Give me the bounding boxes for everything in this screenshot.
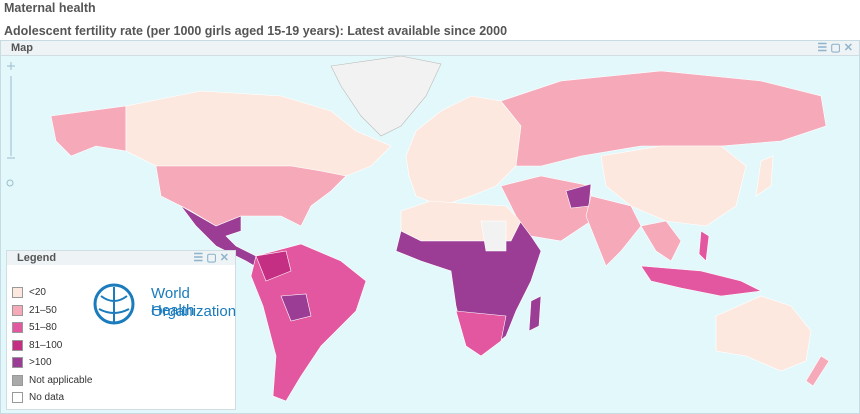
legend-label: Not applicable: [29, 374, 93, 386]
zoom-in[interactable]: [7, 62, 15, 70]
bolivia: [280, 293, 312, 322]
panel-bar: Map ☰ ▢ ✕: [1, 41, 859, 56]
legend-swatch: [12, 357, 23, 368]
legend-label: 51–80: [29, 322, 57, 333]
legend-swatch: [12, 322, 23, 333]
legend-item: <20: [12, 287, 46, 298]
russia: [500, 70, 827, 167]
legend-label: 21–50: [29, 304, 57, 316]
legend-swatch: [12, 392, 23, 403]
australia: [715, 295, 812, 372]
legend-item: 51–80: [12, 322, 57, 333]
south-america: [250, 243, 367, 402]
legend-swatch: [12, 304, 23, 316]
logo-line: World Health: [151, 285, 195, 319]
greenland: [330, 56, 442, 137]
madagascar: [528, 295, 542, 332]
legend-item: 81–100: [12, 339, 63, 351]
indonesia: [640, 265, 763, 297]
zoom-control[interactable]: [6, 62, 15, 187]
legend-label: >100: [29, 357, 52, 368]
legend-panel: Legend ☰ ▢ ✕ <20 21–50 51–80 81–100 >100 Not …: [6, 250, 236, 410]
map-panel: Map ☰ ▢ ✕: [0, 40, 860, 414]
legend-icons[interactable]: ☰ ▢ ✕: [193, 252, 229, 264]
search-icon[interactable]: [6, 179, 14, 187]
legend-item: 21–50: [12, 304, 57, 316]
philippines: [698, 230, 710, 262]
legend-swatch: [12, 374, 23, 386]
japan: [755, 155, 774, 197]
legend-label: <20: [29, 287, 46, 298]
legend-bar: Legend ☰ ▢ ✕: [7, 251, 235, 265]
alaska: [50, 105, 127, 157]
southeast-asia: [640, 220, 682, 262]
panel-title: Map: [11, 42, 33, 54]
panel-icons[interactable]: ☰ ▢ ✕: [817, 42, 853, 54]
world-map: [6, 56, 830, 402]
legend-item: >100: [12, 357, 52, 368]
sudan: [480, 220, 507, 252]
legend-swatch: [12, 287, 23, 298]
legend-item: Not applicable: [12, 374, 93, 386]
mexico: [180, 205, 264, 272]
logo-emblem: [93, 283, 135, 325]
section-title: Maternal health: [4, 1, 96, 15]
legend-label: No data: [29, 392, 65, 403]
southern-africa: [455, 310, 507, 357]
usa: [155, 165, 347, 227]
page-title: Adolescent fertility rate (per 1000 girl…: [4, 24, 508, 38]
india: [585, 195, 642, 267]
legend-title: Legend: [17, 252, 57, 264]
colombia: [255, 250, 292, 282]
legend-swatch: [12, 339, 23, 351]
legend-item: No data: [12, 392, 64, 403]
legend-label: 81–100: [29, 339, 63, 351]
logo-line: Organization: [151, 303, 237, 320]
china: [600, 145, 747, 227]
canada: [125, 90, 392, 177]
new-zealand: [805, 355, 830, 387]
